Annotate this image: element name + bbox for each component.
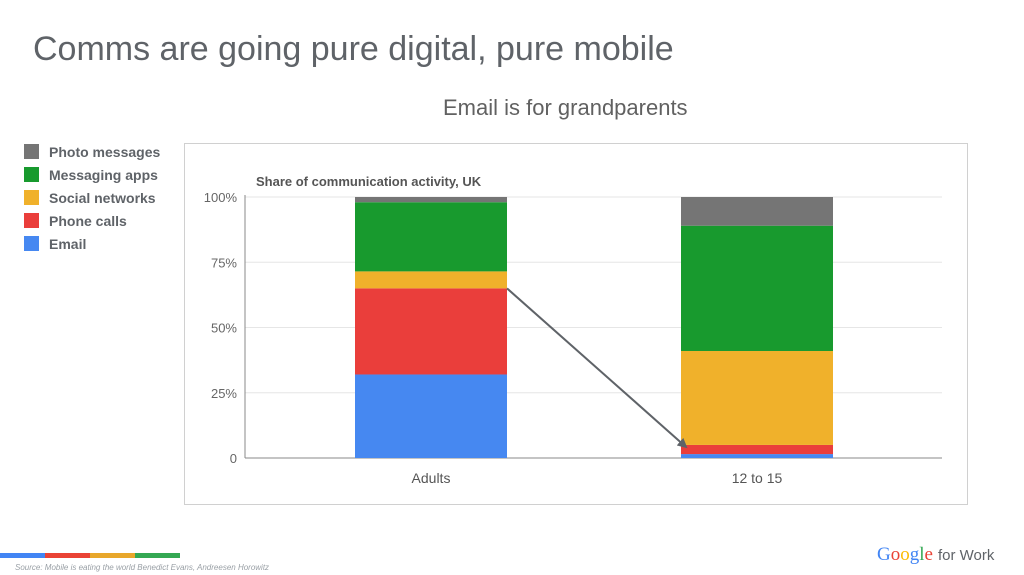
legend-item-messaging-apps: Messaging apps: [24, 163, 160, 186]
chart-frame: [184, 143, 968, 505]
legend-item-social-networks: Social networks: [24, 186, 160, 209]
legend-item-email: Email: [24, 232, 160, 255]
bar-segment-email: [681, 454, 833, 458]
x-tick-label: Adults: [412, 470, 451, 486]
legend-swatch: [24, 236, 39, 251]
chart-legend: Photo messages Messaging apps Social net…: [24, 140, 160, 255]
legend-item-photo-messages: Photo messages: [24, 140, 160, 163]
logo-suffix: for Work: [937, 547, 995, 564]
y-tick-label: 100%: [204, 190, 238, 205]
bar-segment-messaging-apps: [681, 225, 833, 351]
logo-letter: l: [919, 544, 925, 565]
y-tick-label: 50%: [211, 321, 237, 336]
bar-segment-phone-calls: [681, 444, 833, 455]
bar-segment-photo-messages: [355, 197, 507, 203]
logo-letter: g: [909, 544, 920, 565]
y-tick-label: 75%: [211, 255, 237, 270]
legend-swatch: [24, 213, 39, 228]
footer-color-segment: [90, 553, 135, 558]
x-tick-label: 12 to 15: [732, 470, 783, 486]
y-tick-label: 25%: [211, 386, 237, 401]
logo-letter: o: [890, 544, 901, 565]
logo-letter: e: [924, 544, 933, 565]
annotation-arrow: [506, 287, 688, 449]
legend-swatch: [24, 167, 39, 182]
legend-label: Phone calls: [49, 212, 127, 229]
slide-subtitle: Email is for grandparents: [443, 95, 688, 120]
legend-label: Messaging apps: [49, 166, 158, 183]
chart-title: Share of communication activity, UK: [256, 174, 482, 189]
bar-segment-email: [355, 374, 507, 458]
logo-wordmark: Google: [877, 544, 933, 566]
footer-color-segment: [135, 553, 180, 558]
legend-label: Social networks: [49, 189, 156, 206]
bar-segment-social-networks: [681, 350, 833, 445]
slide-title: Comms are going pure digital, pure mobil…: [33, 30, 674, 68]
footer-color-segment: [0, 553, 45, 558]
legend-swatch: [24, 190, 39, 205]
footer-color-segment: [45, 553, 90, 558]
logo-letter: o: [900, 544, 910, 565]
logo-letter: G: [877, 544, 891, 565]
legend-label: Photo messages: [49, 143, 161, 160]
footer-color-bar: [0, 553, 180, 558]
bar-segment-messaging-apps: [355, 202, 507, 272]
bar-segment-phone-calls: [355, 288, 507, 375]
bar-segment-social-networks: [355, 271, 507, 289]
google-for-work-logo: Google for Work: [877, 544, 994, 566]
y-tick-label: 0: [230, 451, 237, 466]
source-note: Source: Mobile is eating the world Bened…: [15, 563, 270, 572]
legend-label: Email: [49, 235, 87, 252]
legend-swatch: [24, 144, 39, 159]
bar-segment-photo-messages: [681, 197, 833, 226]
legend-item-phone-calls: Phone calls: [24, 209, 160, 232]
